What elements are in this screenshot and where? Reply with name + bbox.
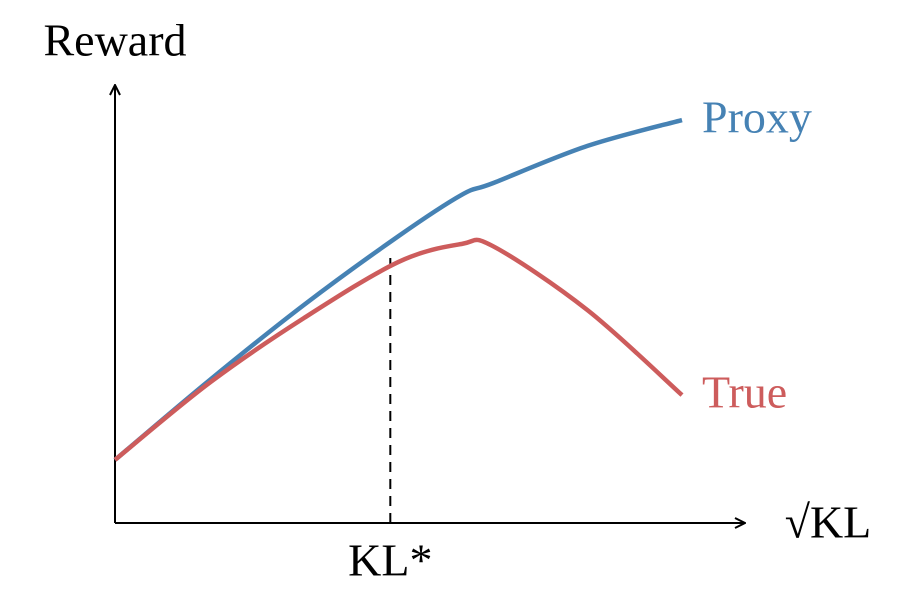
series-line (113, 237, 684, 462)
annotation-label: KL* (348, 535, 432, 586)
series-line (113, 117, 683, 462)
x-axis-label: √KL (785, 497, 872, 548)
series-label: Proxy (702, 92, 812, 143)
series-label: True (702, 367, 787, 418)
y-axis-label: Reward (43, 15, 186, 66)
